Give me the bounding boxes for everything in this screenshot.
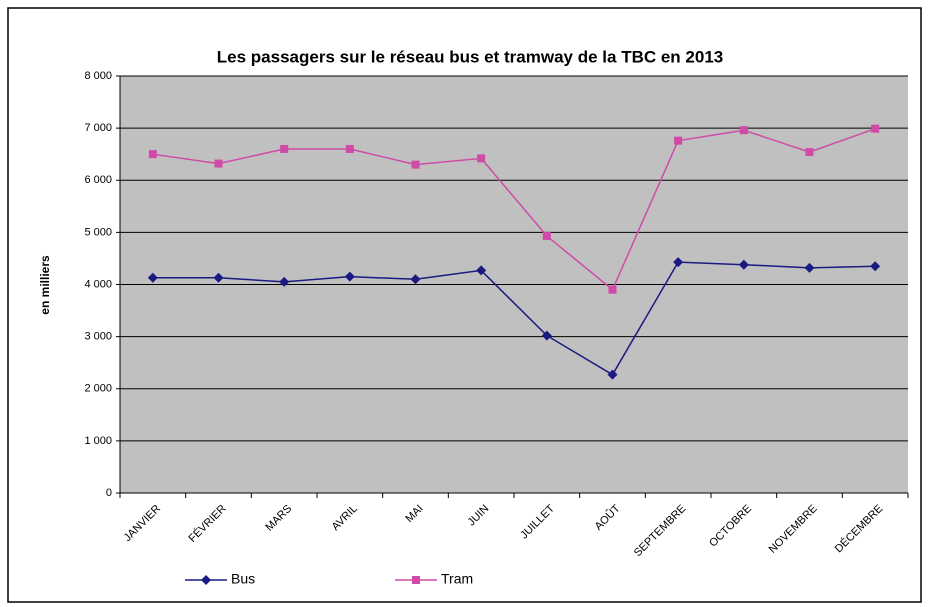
y-axis-label: en milliers bbox=[38, 255, 52, 315]
y-tick-label: 6 000 bbox=[84, 174, 112, 186]
point-marker bbox=[607, 369, 618, 380]
y-tick-label: 7 000 bbox=[84, 122, 112, 134]
point-marker bbox=[541, 330, 552, 341]
point-marker bbox=[542, 232, 551, 241]
point-marker bbox=[148, 150, 157, 159]
series-line bbox=[152, 261, 876, 376]
legend-marker bbox=[412, 576, 420, 584]
point-marker bbox=[279, 276, 290, 287]
point-marker bbox=[739, 126, 748, 135]
point-marker bbox=[870, 261, 881, 272]
point-marker bbox=[805, 148, 814, 157]
y-tick-label: 5 000 bbox=[84, 226, 112, 238]
point-marker bbox=[213, 272, 224, 283]
y-tick-label: 4 000 bbox=[84, 278, 112, 290]
point-marker bbox=[345, 144, 354, 153]
legend-marker bbox=[201, 575, 211, 585]
point-marker bbox=[674, 136, 683, 145]
point-marker bbox=[673, 257, 684, 268]
y-tick-label: 2 000 bbox=[84, 383, 112, 395]
point-marker bbox=[411, 160, 420, 169]
y-tick-label: 8 000 bbox=[84, 70, 112, 82]
y-tick-label: 3 000 bbox=[84, 331, 112, 343]
point-marker bbox=[871, 124, 880, 133]
point-marker bbox=[738, 259, 749, 270]
point-marker bbox=[280, 144, 289, 153]
chart-title: Les passagers sur le réseau bus et tramw… bbox=[217, 47, 723, 66]
legend-label: Tram bbox=[441, 571, 473, 587]
point-marker bbox=[214, 159, 223, 168]
point-marker bbox=[804, 262, 815, 273]
point-marker bbox=[344, 271, 355, 282]
point-marker bbox=[477, 154, 486, 163]
point-marker bbox=[410, 274, 421, 285]
legend-label: Bus bbox=[231, 571, 255, 587]
point-marker bbox=[608, 285, 617, 294]
y-tick-label: 0 bbox=[106, 487, 112, 499]
point-marker bbox=[147, 272, 158, 283]
series-line bbox=[152, 127, 876, 291]
point-marker bbox=[476, 265, 487, 276]
y-tick-label: 1 000 bbox=[84, 435, 112, 447]
